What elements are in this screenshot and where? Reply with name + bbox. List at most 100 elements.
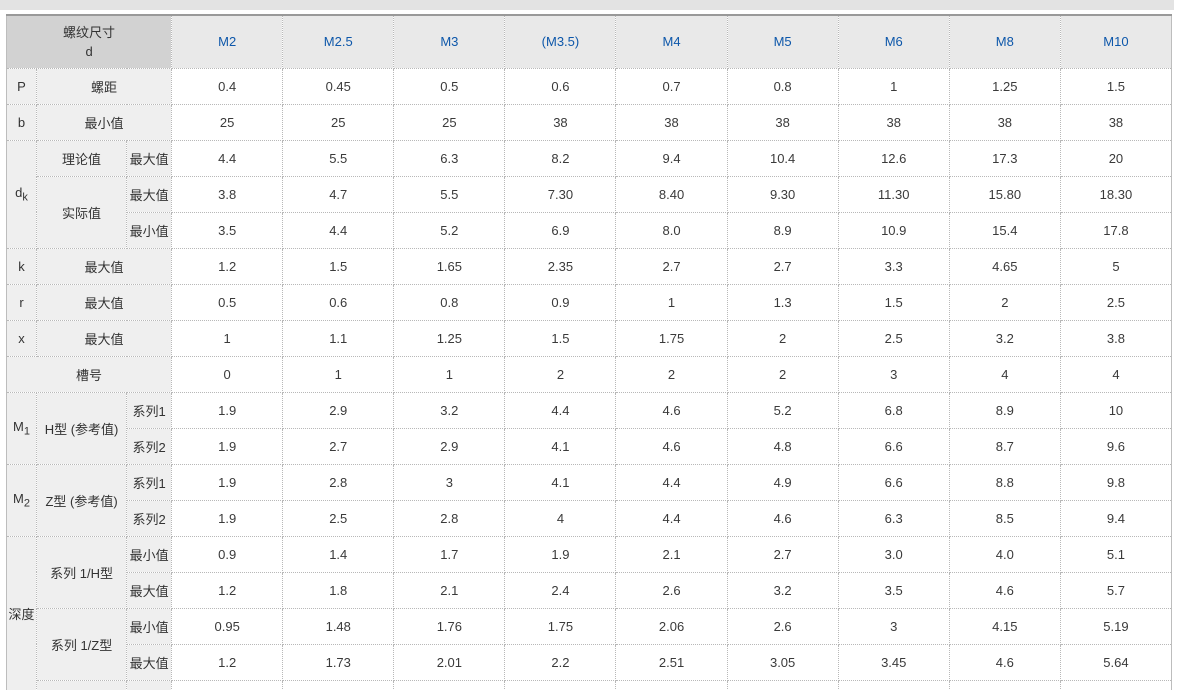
value-cell: 2.7 xyxy=(726,247,839,285)
value-cell: 0.8 xyxy=(726,67,839,105)
value-cell: 1.8 xyxy=(282,571,395,609)
value-cell: 1.2 xyxy=(171,643,284,681)
value-cell: 10 xyxy=(1059,391,1173,429)
value-cell: 4.6 xyxy=(726,499,839,537)
value-cell: 4.4 xyxy=(615,463,728,501)
value-cell: 2.2 xyxy=(504,643,617,681)
value-cell: 5.2 xyxy=(393,211,506,249)
table-row-depth-h-max: 最大值 1.2 1.8 2.1 2.4 2.6 3.2 3.5 4.6 5.7 xyxy=(7,571,1173,609)
value-cell: 4 xyxy=(1059,355,1173,393)
value-cell: 2.7 xyxy=(615,247,728,285)
value-cell: 4.4 xyxy=(504,391,617,429)
column-header: M3 xyxy=(393,14,506,69)
value-cell: 1.2 xyxy=(171,571,284,609)
value-cell: 25 xyxy=(171,103,284,141)
corner-header-line1: 螺纹尺寸 xyxy=(63,24,116,40)
value-cell: 1.65 xyxy=(393,247,506,285)
value-cell: 25 xyxy=(393,103,506,141)
row-label: 螺距 xyxy=(36,67,173,105)
value-cell: 0 xyxy=(171,355,284,393)
value-cell: 5.5 xyxy=(282,139,395,177)
value-cell: 2.8 xyxy=(282,463,395,501)
column-header: M2 xyxy=(171,14,284,69)
value-cell: 12.6 xyxy=(837,139,950,177)
table-row-k: k 最大值 1.2 1.5 1.65 2.35 2.7 2.7 3.3 4.65 5 xyxy=(5,247,1173,285)
value-cell: 1.5 xyxy=(504,319,617,357)
column-header: M2.5 xyxy=(282,14,395,69)
row-key-m2-base: M xyxy=(13,490,24,506)
value-cell: 4.1 xyxy=(504,463,617,501)
value-cell: 2.06 xyxy=(615,607,728,645)
table-row-dk-actual-min: 最小值 3.5 4.4 5.2 6.9 8.0 8.9 10.9 15.4 17.8 xyxy=(7,211,1173,249)
value-cell: 2.5 xyxy=(837,319,950,357)
value-cell: 8.40 xyxy=(615,175,728,213)
value-cell: 1.1 xyxy=(282,319,395,357)
value-cell: 1.9 xyxy=(171,499,284,537)
row-label: 最大值 xyxy=(126,643,173,681)
value-cell: 5 xyxy=(1059,247,1173,285)
table-row-depth-z-min: 系列 1/Z型 最小值 0.95 1.48 1.76 1.75 2.06 2.6 3 4.15… xyxy=(7,607,1173,681)
value-cell: 1.25 xyxy=(393,319,506,357)
value-cell: 17.3 xyxy=(948,139,1061,177)
row-label: 最大值 xyxy=(36,247,173,285)
value-cell: 4.65 xyxy=(948,247,1061,285)
row-label: 最大值 xyxy=(126,175,173,213)
value-cell: 1 xyxy=(837,67,950,105)
value-cell: 3.2 xyxy=(726,571,839,609)
value-cell: 3.5 xyxy=(171,211,284,249)
row-key-b: b xyxy=(5,103,38,141)
value-cell: 0.5 xyxy=(171,283,284,321)
row-key-m2-sub: 2 xyxy=(23,497,30,510)
column-header: (M3.5) xyxy=(504,14,617,69)
value-cell: 4.4 xyxy=(282,211,395,249)
row-label: 最小值 xyxy=(36,103,173,141)
table-row-m1-s2: 系列2 1.9 2.7 2.9 4.1 4.6 4.8 6.6 8.7 9.6 xyxy=(7,427,1173,465)
table-row-b: b 最小值 25 25 25 38 38 38 38 38 38 xyxy=(5,103,1173,141)
row-label: 系列2 xyxy=(126,499,173,537)
value-cell: 2.51 xyxy=(615,643,728,681)
row-key-r: r xyxy=(5,283,38,321)
row-key-m1-sub: 1 xyxy=(23,425,30,438)
value-cell: 4.15 xyxy=(948,607,1061,645)
value-cell: 1.76 xyxy=(393,607,506,645)
value-cell: 11.30 xyxy=(837,175,950,213)
value-cell: 2.5 xyxy=(282,499,395,537)
value-cell: 3.0 xyxy=(837,535,950,573)
value-cell: 2.9 xyxy=(393,427,506,465)
value-cell: 3 xyxy=(837,355,950,393)
table-row-dk-theory-max: dk 理论值 最大值 4.4 5.5 6.3 8.2 9.4 10.4 12.6 17.3 20 xyxy=(5,139,1173,249)
value-cell: 2.7 xyxy=(282,427,395,465)
row-key-dk-base: d xyxy=(15,184,23,200)
value-cell: 0.7 xyxy=(615,67,728,105)
row-label: 最小值 xyxy=(126,211,173,249)
row-group-label: 系列 1/H型 xyxy=(36,535,128,609)
row-label: 最大值 xyxy=(126,571,173,609)
column-header: M10 xyxy=(1059,14,1173,69)
value-cell: 15.80 xyxy=(948,175,1061,213)
value-cell: 4.6 xyxy=(615,391,728,429)
row-label: 系列2 xyxy=(126,427,173,465)
value-cell: 3.05 xyxy=(726,643,839,681)
value-cell: 0.9 xyxy=(171,535,284,573)
value-cell: 15.4 xyxy=(948,211,1061,249)
value-cell: 1.48 xyxy=(282,607,395,645)
value-cell: 10.9 xyxy=(837,211,950,249)
value-cell: 8.8 xyxy=(948,463,1061,501)
value-cell: 1.75 xyxy=(504,607,617,645)
value-cell: 4.0 xyxy=(948,535,1061,573)
value-cell: 6.6 xyxy=(837,427,950,465)
value-cell: 5.5 xyxy=(393,175,506,213)
value-cell: 3.45 xyxy=(837,643,950,681)
value-cell: 3 xyxy=(393,463,506,501)
corner-header-line2: d xyxy=(85,43,93,59)
value-cell: 1.25 xyxy=(948,67,1061,105)
row-key-m2: M2 xyxy=(5,463,38,537)
row-key-m1: M1 xyxy=(5,391,38,465)
value-cell: 3.3 xyxy=(837,247,950,285)
value-cell: 9.4 xyxy=(615,139,728,177)
value-cell: 4.6 xyxy=(615,427,728,465)
value-cell: 4.1 xyxy=(504,427,617,465)
row-label: 最小值 xyxy=(126,607,173,645)
